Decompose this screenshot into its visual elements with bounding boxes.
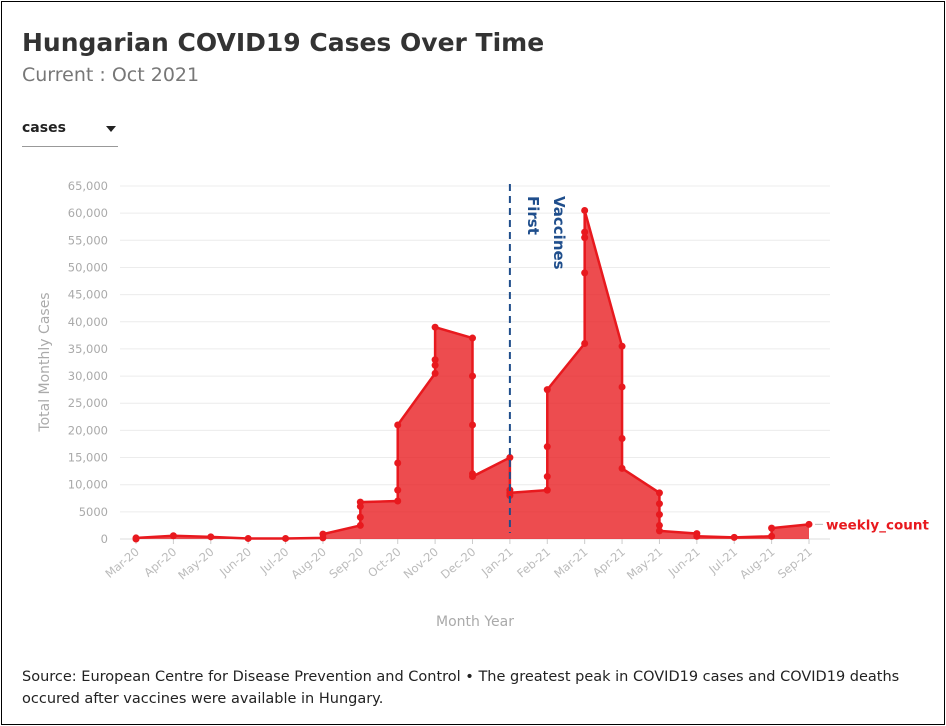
- point: [581, 206, 589, 214]
- point: [431, 323, 439, 331]
- point: [506, 454, 514, 462]
- point: [207, 533, 215, 541]
- point: [319, 530, 327, 538]
- x-tick-label: Apr-21: [590, 545, 628, 580]
- x-tick-label: Mar-20: [102, 545, 141, 581]
- point: [431, 369, 439, 377]
- y-tick-label: 40,000: [68, 315, 108, 329]
- point: [655, 527, 663, 535]
- x-axis-title: Month Year: [436, 614, 514, 630]
- dropdown-label[interactable]: cases: [22, 120, 66, 136]
- point: [169, 532, 177, 540]
- y-tick-label: 45,000: [68, 288, 108, 302]
- y-tick-label: 25,000: [68, 396, 108, 410]
- point: [431, 356, 439, 364]
- x-tick-label: Nov-20: [401, 545, 441, 582]
- dropdown-caret[interactable]: [106, 126, 116, 132]
- y-tick-label: 60,000: [68, 206, 108, 220]
- point: [431, 361, 439, 369]
- point: [618, 435, 626, 443]
- point: [618, 383, 626, 391]
- point: [469, 421, 476, 429]
- series-label: weekly_count: [826, 517, 929, 533]
- dropdown[interactable]: cases: [22, 120, 118, 147]
- point: [655, 521, 663, 529]
- point: [655, 511, 663, 519]
- point: [693, 532, 701, 540]
- x-tick-label: Feb-21: [514, 545, 553, 581]
- point: [581, 228, 589, 236]
- point: [618, 342, 626, 350]
- y-tick-label: 5000: [79, 505, 108, 519]
- annotation-text: Vaccines: [550, 196, 568, 270]
- point: [469, 372, 476, 380]
- y-tick-label: 35,000: [68, 342, 108, 356]
- annotation-text: First: [524, 196, 542, 235]
- x-tick-label: Aug-21: [737, 545, 778, 582]
- point: [543, 473, 551, 481]
- point: [581, 269, 589, 277]
- y-axis-title: Total Monthly Cases: [37, 292, 53, 432]
- point: [394, 421, 402, 429]
- x-tick-label: Jul-20: [257, 545, 292, 577]
- x-tick-label: Aug-20: [288, 545, 329, 582]
- point: [356, 498, 364, 506]
- point: [581, 234, 589, 242]
- y-tick-label: 15,000: [68, 451, 108, 465]
- chart: 0 5000 10,000 15,000 20,000 25,000 30,000 35,00…: [37, 179, 929, 630]
- point: [244, 534, 252, 542]
- point: [543, 486, 551, 494]
- point: [655, 489, 663, 497]
- y-tick-label: 55,000: [68, 233, 108, 247]
- point: [581, 339, 589, 347]
- y-tick-label: 30,000: [68, 369, 108, 383]
- point: [543, 443, 551, 451]
- y-tick-label: 0: [101, 532, 108, 546]
- point: [618, 464, 626, 472]
- x-tick-label: Oct-20: [365, 545, 404, 581]
- point: [132, 534, 140, 542]
- x-tick-label: Jun-20: [216, 545, 254, 580]
- point: [655, 500, 663, 508]
- point: [394, 459, 402, 467]
- y-tick-label: 20,000: [68, 423, 108, 437]
- point: [768, 524, 776, 532]
- point: [768, 532, 776, 540]
- x-tick-label: May-21: [624, 545, 665, 583]
- source-note: Source: European Centre for Disease Prev…: [22, 669, 900, 707]
- x-tick-label: Apr-20: [141, 545, 179, 580]
- x-tick-label: Sep-21: [775, 545, 815, 582]
- x-tick-label: May-20: [175, 545, 216, 583]
- point: [506, 489, 514, 497]
- point: [543, 386, 551, 394]
- point: [730, 533, 738, 541]
- title: Hungarian COVID19 Cases Over Time: [22, 28, 545, 57]
- x-tick-label: Jan-21: [478, 545, 516, 580]
- y-tick-label: 10,000: [68, 478, 108, 492]
- point: [394, 497, 402, 505]
- point: [394, 486, 402, 494]
- point: [356, 521, 364, 529]
- x-tick-label: Sep-20: [326, 545, 366, 582]
- x-tick-label: Dec-20: [438, 545, 478, 582]
- x-tick-label: Mar-21: [551, 545, 590, 581]
- point: [282, 534, 290, 542]
- point: [469, 473, 476, 481]
- subtitle: Current : Oct 2021: [22, 64, 200, 86]
- x-tick-label: Jun-21: [665, 545, 703, 580]
- x-tick-label: Jul-21: [705, 545, 740, 577]
- y-tick-label: 50,000: [68, 260, 108, 274]
- point: [356, 513, 364, 521]
- point: [469, 334, 476, 342]
- point: [805, 520, 813, 528]
- y-tick-label: 65,000: [68, 179, 108, 193]
